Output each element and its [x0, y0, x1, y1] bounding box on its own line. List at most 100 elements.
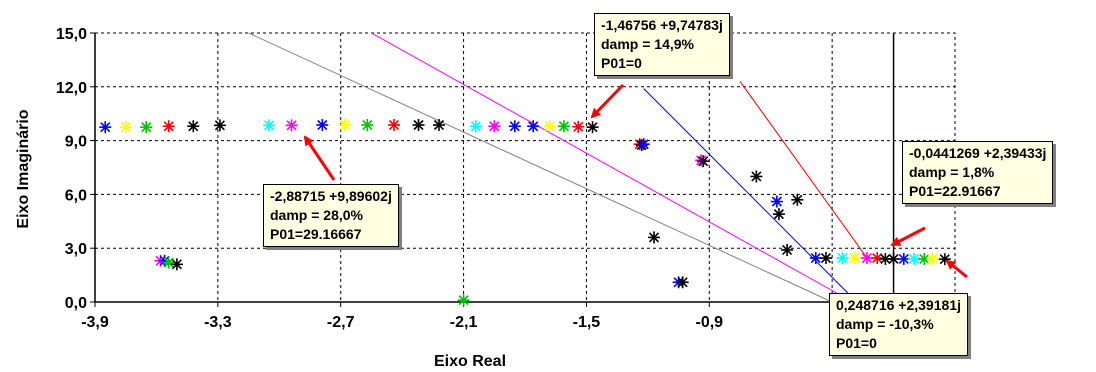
callout-pole-3-line-1: -0,0441269 +2,39433j: [909, 145, 1047, 161]
y-tick-label: 15,0: [56, 26, 87, 43]
data-point-stroke: [880, 253, 891, 265]
callout-arrow: [590, 83, 625, 119]
data-point: [263, 119, 276, 132]
data-point-stroke: [837, 252, 848, 264]
data-point-stroke: [782, 244, 793, 256]
callout-pole-4-line-3: P01=0: [836, 335, 877, 351]
y-tick-label: 12,0: [56, 80, 87, 97]
data-point: [543, 120, 556, 133]
callout-pole-1-line-1: -1,46756 +9,74783j: [601, 17, 723, 33]
data-point: [791, 193, 804, 206]
data-point: [648, 231, 660, 244]
data-point-stroke: [544, 121, 555, 132]
data-point: [809, 252, 822, 265]
callout-pole-1: -1,46756 +9,74783j damp = 14,9% P01=0: [594, 13, 730, 76]
callout-pole-1-line-3: P01=0: [601, 55, 642, 71]
data-point-stroke: [698, 156, 709, 167]
damping-line: [371, 32, 853, 303]
data-point-stroke: [939, 254, 950, 265]
data-point: [488, 120, 501, 133]
data-point: [387, 118, 400, 131]
data-point: [637, 138, 650, 151]
data-point-stroke: [771, 196, 782, 207]
data-point: [676, 276, 689, 289]
data-point-stroke: [849, 252, 860, 264]
data-point-stroke: [263, 120, 275, 131]
data-point: [170, 258, 183, 271]
data-point-stroke: [558, 121, 569, 132]
data-point-stroke: [433, 119, 445, 131]
data-point-stroke: [159, 255, 170, 266]
callout-pole-2: -2,88715 +9,89602j damp = 28,0% P01=29.1…: [263, 184, 399, 247]
data-point: [433, 118, 445, 131]
data-point-stroke: [470, 121, 481, 132]
data-point-stroke: [317, 119, 328, 131]
callout-arrows: [303, 83, 968, 279]
y-axis-title: Eixo Imaginário: [15, 109, 32, 228]
data-point-stroke: [489, 121, 500, 132]
data-points: [99, 118, 951, 307]
data-point-stroke: [458, 295, 469, 306]
damping-line: [643, 88, 858, 303]
data-point: [938, 253, 951, 266]
data-point: [586, 121, 599, 134]
data-point-stroke: [528, 121, 539, 132]
callout-pole-2-line-2: damp = 28,0%: [270, 207, 363, 223]
callout-arrow: [303, 135, 336, 181]
data-point-stroke: [888, 253, 899, 265]
data-point: [557, 120, 570, 133]
data-point: [361, 118, 374, 131]
data-point: [162, 120, 175, 133]
data-point: [908, 252, 921, 265]
data-point-stroke: [861, 252, 873, 264]
data-point-stroke: [898, 253, 909, 265]
data-point: [860, 252, 873, 265]
data-point: [285, 119, 298, 132]
data-point: [213, 119, 226, 132]
data-point-stroke: [638, 139, 649, 150]
data-point: [897, 252, 910, 265]
data-point: [836, 252, 849, 265]
data-point: [162, 256, 175, 269]
data-point-stroke: [573, 121, 584, 132]
data-point-stroke: [509, 121, 520, 132]
data-point-stroke: [163, 257, 174, 268]
callout-pole-3-line-3: P01=22.91667: [909, 183, 1001, 199]
data-point-stroke: [362, 119, 373, 131]
data-point: [820, 252, 832, 265]
data-point: [527, 120, 540, 133]
data-point-stroke: [388, 119, 400, 131]
data-point-stroke: [792, 194, 803, 205]
x-tick-label: -0,9: [695, 314, 723, 331]
data-point-stroke: [163, 121, 174, 132]
data-point-stroke: [214, 120, 225, 131]
callout-pole-1-line-2: damp = 14,9%: [601, 36, 694, 52]
data-point: [750, 170, 763, 183]
data-point-stroke: [773, 209, 784, 220]
data-point-stroke: [751, 171, 762, 182]
tick-labels: -3,9 -3,3 -2,7 -2,1 -1,5 -0,9 0,0 3,0 6,0 9,0 12,0…: [56, 26, 723, 331]
data-point: [338, 118, 351, 131]
data-point-stroke: [188, 121, 199, 132]
data-point: [316, 118, 329, 131]
axes: [90, 32, 955, 307]
data-point-stroke: [100, 122, 111, 133]
damping-lines: [248, 32, 870, 303]
callout-pole-3: -0,0441269 +2,39433j damp = 1,8% P01=22.…: [902, 141, 1054, 204]
data-point: [412, 118, 425, 131]
data-point-stroke: [927, 253, 938, 265]
data-point-stroke: [636, 140, 647, 151]
data-point: [879, 252, 892, 265]
data-point-stroke: [919, 253, 930, 265]
data-point: [772, 208, 785, 221]
callout-pole-4: 0,248716 +2,39181j damp = -10,3% P01=0: [829, 293, 968, 356]
y-tick-label: 0,0: [65, 295, 87, 312]
y-tick-label: 9,0: [65, 134, 87, 151]
x-tick-label: -3,9: [81, 314, 109, 331]
data-point: [469, 120, 482, 133]
data-point: [871, 252, 884, 265]
callout-arrow: [945, 259, 968, 279]
data-point-stroke: [810, 252, 821, 264]
data-point-stroke: [820, 252, 832, 264]
